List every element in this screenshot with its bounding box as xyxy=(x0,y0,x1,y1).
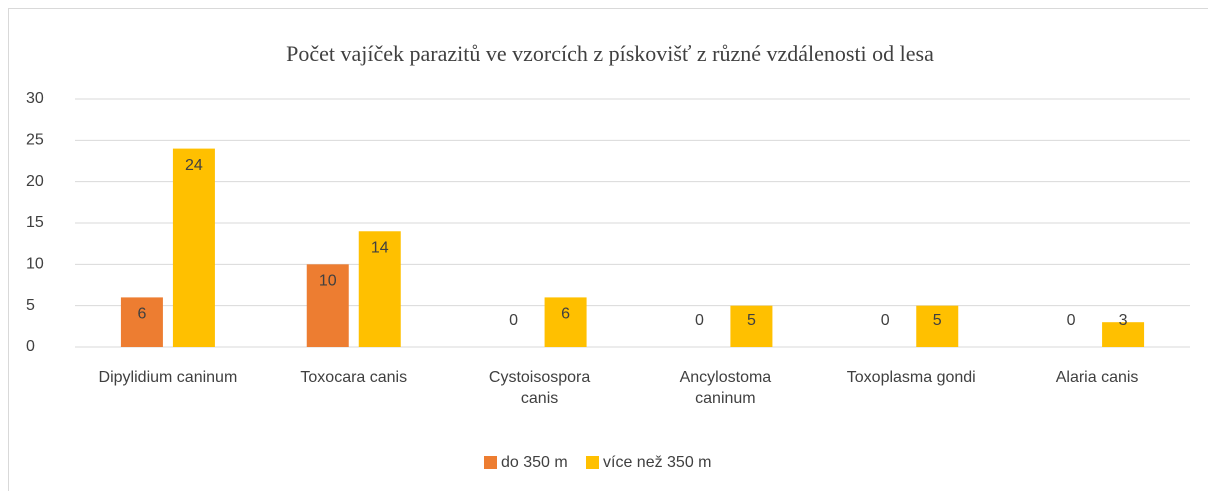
chart-title: Počet vajíček parazitů ve vzorcích z pís… xyxy=(286,41,934,66)
y-tick-label: 10 xyxy=(26,256,44,273)
data-label: 5 xyxy=(747,312,756,329)
data-label: 24 xyxy=(185,157,203,174)
x-tick-label: Cystoisospora canis xyxy=(488,369,591,407)
x-tick-label: Alaria canis xyxy=(1055,369,1139,386)
bar xyxy=(306,264,349,347)
chart-border xyxy=(8,8,1208,491)
data-label: 0 xyxy=(1067,312,1076,329)
y-tick-label: 0 xyxy=(26,338,35,355)
bar xyxy=(916,305,959,347)
bar xyxy=(172,148,215,347)
data-label: 0 xyxy=(881,312,890,329)
data-label: 6 xyxy=(561,306,570,323)
data-label: 14 xyxy=(371,239,389,256)
y-tick-label: 30 xyxy=(26,90,44,107)
y-tick-label: 25 xyxy=(26,132,44,149)
legend-swatch xyxy=(586,456,599,469)
y-tick-label: 20 xyxy=(26,173,44,190)
data-label: 6 xyxy=(137,306,146,323)
data-label: 5 xyxy=(933,312,942,329)
x-tick-label: Dipylidium caninum xyxy=(98,369,238,386)
data-label: 0 xyxy=(695,312,704,329)
data-label: 10 xyxy=(319,273,337,290)
data-label: 3 xyxy=(1119,312,1128,329)
legend-label: více než 350 m xyxy=(603,454,712,471)
y-tick-label: 5 xyxy=(26,297,35,314)
bar xyxy=(120,297,163,347)
legend-swatch xyxy=(484,456,497,469)
y-tick-label: 15 xyxy=(26,214,44,231)
bar xyxy=(1102,322,1145,347)
data-label: 0 xyxy=(509,312,518,329)
bar xyxy=(730,305,773,347)
x-tick-label: Ancylostoma caninum xyxy=(679,369,772,407)
x-tick-label: Toxoplasma gondi xyxy=(846,369,976,386)
x-tick-label: Toxocara canis xyxy=(300,369,408,386)
bar xyxy=(544,297,587,347)
legend-label: do 350 m xyxy=(501,454,568,471)
bar xyxy=(358,231,401,347)
